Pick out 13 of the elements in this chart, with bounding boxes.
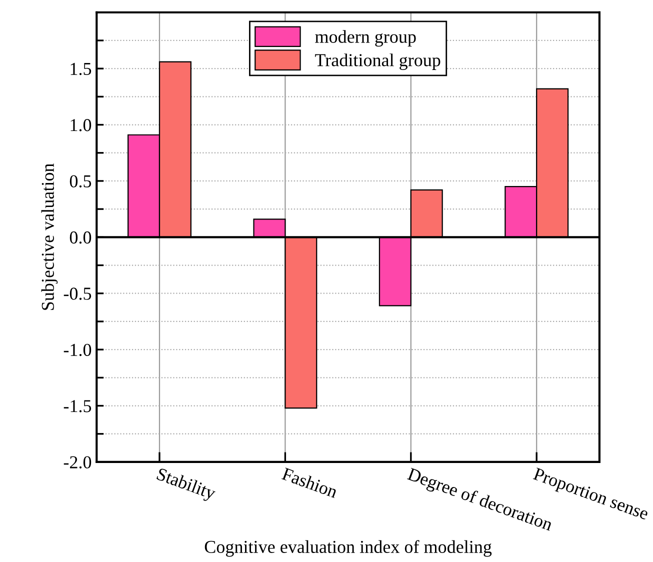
y-tick-label: -1.5 (64, 400, 92, 412)
y-tick-label: -0.5 (64, 288, 92, 300)
legend-label: Traditional group (315, 54, 440, 70)
y-tick-label: -2.0 (64, 456, 92, 468)
y-tick-label: 1.5 (70, 62, 92, 76)
legend-label: modern group (315, 30, 416, 47)
y-axis-title: Subjective valuation (41, 163, 58, 310)
x-axis-title: Cognitive evaluation index of modeling (204, 540, 492, 557)
y-tick-label: 0.5 (70, 175, 92, 188)
y-tick-label: -1.0 (64, 344, 92, 356)
y-tick-label: 1.0 (70, 119, 92, 132)
y-tick-label: 0.0 (70, 231, 92, 244)
x-tick-label: Fashion (281, 467, 339, 498)
